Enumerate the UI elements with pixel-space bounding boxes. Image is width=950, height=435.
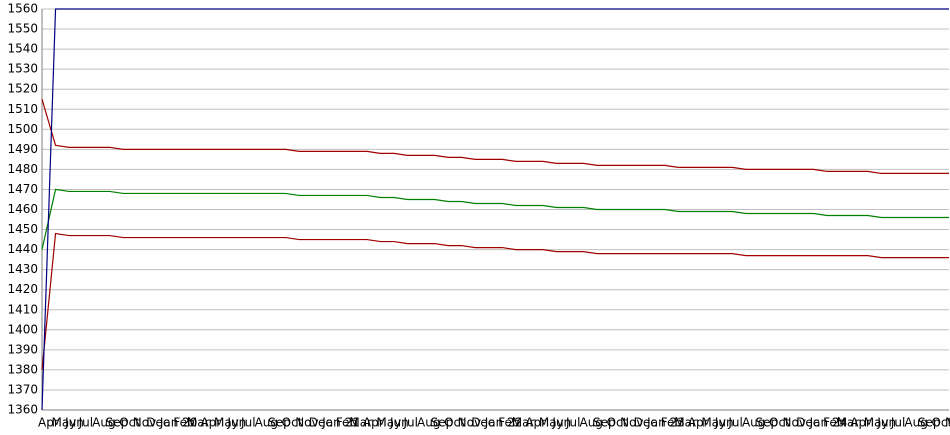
- y-tick-label: 1450: [7, 222, 38, 236]
- x-tick-label: Sep: [918, 416, 941, 430]
- y-tick-label: 1390: [7, 342, 38, 356]
- x-tick-label: Dec: [146, 416, 169, 430]
- x-tick-label: Jan 20: [159, 416, 198, 430]
- y-tick-label: 1410: [7, 302, 38, 316]
- x-tick-label: May: [701, 416, 726, 430]
- y-tick-label: 1400: [7, 322, 38, 336]
- x-tick-label: Jan 23: [646, 416, 685, 430]
- x-tick-label: Nov: [458, 416, 481, 430]
- x-tick-label: Feb: [336, 416, 357, 430]
- x-tick-label: Sep: [106, 416, 129, 430]
- x-tick-label: Sep: [593, 416, 616, 430]
- series-line: [41, 188, 949, 250]
- x-tick-label: Jun: [551, 416, 571, 430]
- x-tick-label: Dec: [796, 416, 819, 430]
- y-tick-label: 1430: [7, 262, 38, 276]
- y-tick-label: 1500: [7, 122, 38, 136]
- x-tick-label: Nov: [783, 416, 806, 430]
- y-tick-label: 1480: [7, 162, 38, 176]
- x-tick-label: Apr: [363, 416, 384, 430]
- x-tick-label: Jul: [403, 416, 418, 430]
- x-tick-label: Jul: [727, 416, 742, 430]
- x-tick-label: Oct: [444, 416, 465, 430]
- x-tick-label: Jun: [876, 416, 896, 430]
- y-tick-label: 1540: [7, 42, 38, 56]
- x-tick-label: Apr: [850, 416, 871, 430]
- x-tick-label: Aug: [742, 416, 765, 430]
- y-tick-label: 1520: [7, 82, 38, 96]
- x-tick-label: Oct: [931, 416, 950, 430]
- y-tick-label: 1530: [7, 62, 38, 76]
- x-tick-label: Mar: [187, 416, 210, 430]
- x-tick-label: Aug: [255, 416, 278, 430]
- x-tick-label: Nov: [295, 416, 318, 430]
- y-tick-label: 1420: [7, 282, 38, 296]
- x-tick-label: Apr: [525, 416, 546, 430]
- y-tick-label: 1550: [7, 22, 38, 36]
- x-tick-label: Aug: [92, 416, 115, 430]
- x-tick-label: Feb: [173, 416, 194, 430]
- y-tick-label: 1490: [7, 142, 38, 156]
- x-tick-label: Oct: [607, 416, 628, 430]
- x-tick-label: Oct: [769, 416, 790, 430]
- x-tick-label: Jul: [890, 416, 905, 430]
- x-tick-label: Mar: [512, 416, 535, 430]
- x-tick-label: Feb: [661, 416, 682, 430]
- y-tick-label: 1440: [7, 242, 38, 256]
- x-tick-label: Oct: [282, 416, 303, 430]
- x-tick-label: Oct: [119, 416, 140, 430]
- x-tick-label: Sep: [431, 416, 454, 430]
- x-tick-label: Jan 22: [484, 416, 523, 430]
- x-tick-label: Dec: [634, 416, 657, 430]
- x-tick-label: Jun: [64, 416, 84, 430]
- x-tick-label: Apr: [200, 416, 221, 430]
- x-tick-label: Jun: [714, 416, 734, 430]
- x-tick-label: Sep: [268, 416, 291, 430]
- x-tick-label: Nov: [133, 416, 156, 430]
- y-tick-label: 1560: [7, 2, 38, 16]
- x-tick-label: Mar: [837, 416, 860, 430]
- x-tick-label: Jul: [78, 416, 93, 430]
- x-tick-label: Nov: [620, 416, 643, 430]
- x-tick-label: Mar: [349, 416, 372, 430]
- x-tick-label: Aug: [417, 416, 440, 430]
- x-tick-label: Feb: [498, 416, 519, 430]
- series-line: [41, 232, 949, 370]
- x-tick-label: May: [52, 416, 77, 430]
- x-tick-label: Dec: [309, 416, 332, 430]
- x-tick-label: Mar: [674, 416, 697, 430]
- y-tick-label: 1370: [7, 382, 38, 396]
- x-tick-label: May: [864, 416, 889, 430]
- x-tick-label: Jan 24: [809, 416, 848, 430]
- x-tick-label: Nov: [945, 416, 950, 430]
- x-tick-label: Jun: [389, 416, 409, 430]
- x-tick-label: Jul: [565, 416, 580, 430]
- x-tick-label: Apr: [38, 416, 59, 430]
- y-tick-label: 1360: [7, 403, 38, 417]
- x-tick-label: Dec: [471, 416, 494, 430]
- x-tick-label: Apr: [688, 416, 709, 430]
- x-tick-label: Jun: [227, 416, 247, 430]
- series-line: [41, 99, 949, 175]
- x-tick-label: Aug: [579, 416, 602, 430]
- x-tick-label: May: [376, 416, 401, 430]
- y-tick-label: 1470: [7, 182, 38, 196]
- y-tick-label: 1460: [7, 202, 38, 216]
- x-tick-label: Feb: [823, 416, 844, 430]
- x-tick-label: Sep: [755, 416, 778, 430]
- y-tick-label: 1380: [7, 362, 38, 376]
- series-line: [41, 8, 949, 411]
- x-tick-label: May: [539, 416, 564, 430]
- x-tick-label: Jan 21: [321, 416, 360, 430]
- x-tick-label: Jul: [240, 416, 255, 430]
- x-tick-label: May: [214, 416, 239, 430]
- y-tick-label: 1510: [7, 102, 38, 116]
- x-tick-label: Aug: [904, 416, 927, 430]
